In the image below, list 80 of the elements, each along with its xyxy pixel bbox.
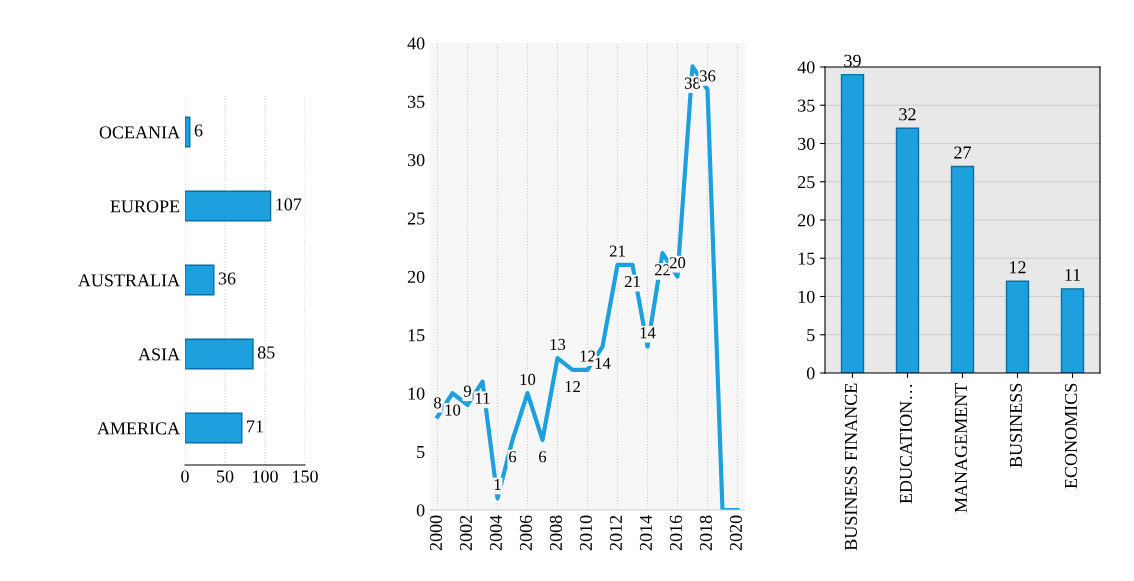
data-label: 27 xyxy=(954,146,972,159)
bar xyxy=(1005,280,1030,373)
bar xyxy=(185,412,243,444)
x-tick-label: 50 xyxy=(217,470,234,483)
data-label: 13 xyxy=(550,338,566,351)
x-tick-label: 150 xyxy=(293,470,318,483)
y-tick-label: 40 xyxy=(797,61,815,74)
x-tick-label: 2008 xyxy=(549,515,563,551)
y-tick-label: EUROPE xyxy=(110,200,180,213)
data-label: 85 xyxy=(257,346,275,359)
data-label: 1 xyxy=(494,478,501,490)
y-tick-label: 20 xyxy=(798,214,815,227)
bar xyxy=(1060,288,1085,373)
data-label: 10 xyxy=(445,404,461,416)
data-label: 20 xyxy=(669,257,686,269)
data-label: 6 xyxy=(194,124,203,137)
bar xyxy=(185,264,215,296)
y-tick-label: 25 xyxy=(798,176,815,189)
y-tick-label: OCEANIA xyxy=(99,126,181,139)
x-tick-label: 2004 xyxy=(489,515,503,551)
data-label: 36 xyxy=(218,272,236,285)
x-tick-label: 0 xyxy=(181,470,189,483)
data-label: 14 xyxy=(640,327,656,339)
x-tick-label: 2020 xyxy=(729,515,743,551)
bar xyxy=(895,127,920,373)
data-label: 71 xyxy=(247,420,263,433)
y-tick-label: 35 xyxy=(407,95,425,108)
y-tick-label: 15 xyxy=(798,252,815,265)
x-tick-label: MANAGEMENT xyxy=(954,383,968,513)
y-tick-label: 30 xyxy=(798,137,815,150)
x-tick-label: 2000 xyxy=(429,515,443,551)
data-label: 39 xyxy=(844,54,861,67)
y-tick-label: 30 xyxy=(407,154,425,167)
x-tick-label: ECONOMICS xyxy=(1064,383,1078,489)
y-tick-label: 0 xyxy=(806,367,815,380)
x-tick-label: 2014 xyxy=(639,515,653,551)
data-label: 12 xyxy=(580,350,595,362)
data-label: 10 xyxy=(520,373,536,386)
data-label: 11 xyxy=(475,392,490,404)
data-label: 11 xyxy=(1065,268,1081,281)
data-label: 6 xyxy=(539,451,547,463)
data-label: 36 xyxy=(699,70,716,82)
data-label: 12 xyxy=(1010,261,1026,274)
x-tick-label: 2010 xyxy=(579,515,593,551)
bar xyxy=(185,190,272,222)
x-tick-label: 100 xyxy=(253,470,278,483)
y-tick-label: 40 xyxy=(407,37,425,50)
x-tick-label: BUSINESS FINANCE xyxy=(844,383,858,551)
data-label: 9 xyxy=(463,385,471,397)
x-tick-label: EDUCATION… xyxy=(899,384,913,504)
x-tick-label: 2016 xyxy=(669,515,683,551)
x-tick-label: 2002 xyxy=(459,515,473,551)
y-tick-label: 15 xyxy=(408,329,425,342)
x-tick-label: BUSINESS xyxy=(1009,383,1023,468)
y-tick-label: 0 xyxy=(416,504,425,517)
bar xyxy=(185,338,254,370)
y-tick-label: AUSTRALIA xyxy=(78,274,181,287)
data-label: 107 xyxy=(276,198,302,211)
y-tick-label: 10 xyxy=(408,387,425,400)
x-tick-label: 2006 xyxy=(519,515,533,551)
data-label: 12 xyxy=(565,381,580,393)
y-tick-label: 20 xyxy=(407,270,425,283)
data-label: 32 xyxy=(899,108,916,121)
data-label: 21 xyxy=(624,276,640,288)
x-tick-label: 2012 xyxy=(609,515,623,551)
bar xyxy=(950,165,975,373)
y-tick-label: 25 xyxy=(407,212,425,225)
y-tick-label: 10 xyxy=(798,290,815,303)
x-tick-label: 2018 xyxy=(699,515,713,551)
data-label: 14 xyxy=(595,357,611,369)
y-tick-label: 5 xyxy=(807,329,815,342)
line-series xyxy=(435,64,740,510)
y-tick-label: 5 xyxy=(417,446,425,459)
bar xyxy=(840,73,865,373)
data-label: 21 xyxy=(609,245,625,257)
y-tick-label: ASIA xyxy=(138,348,181,361)
y-tick-label: AMERICA xyxy=(97,422,181,435)
data-label: 8 xyxy=(433,397,442,409)
y-tick-label: 35 xyxy=(798,99,815,112)
data-label: 6 xyxy=(509,451,517,463)
